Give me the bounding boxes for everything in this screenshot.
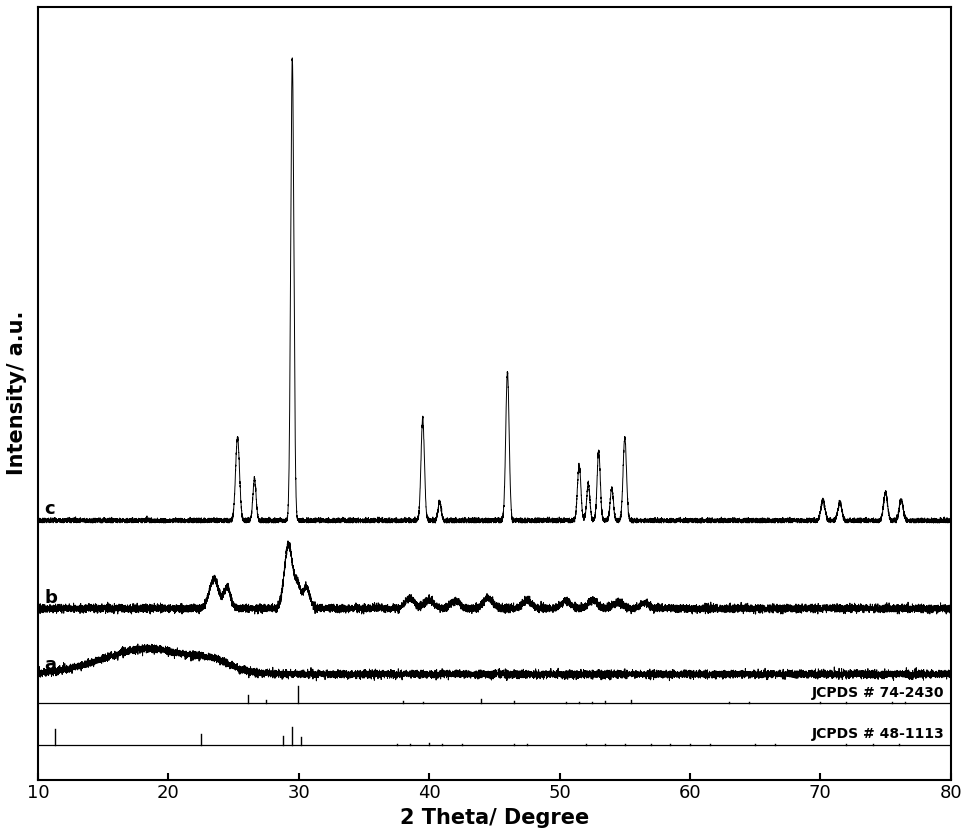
Text: JCPDS # 74-2430: JCPDS # 74-2430 [812, 686, 944, 700]
Text: b: b [45, 590, 57, 607]
X-axis label: 2 Theta/ Degree: 2 Theta/ Degree [400, 808, 589, 828]
Text: JCPDS # 48-1113: JCPDS # 48-1113 [811, 727, 944, 741]
Text: a: a [45, 655, 56, 674]
Y-axis label: Intensity/ a.u.: Intensity/ a.u. [7, 311, 27, 475]
Text: c: c [45, 500, 55, 518]
